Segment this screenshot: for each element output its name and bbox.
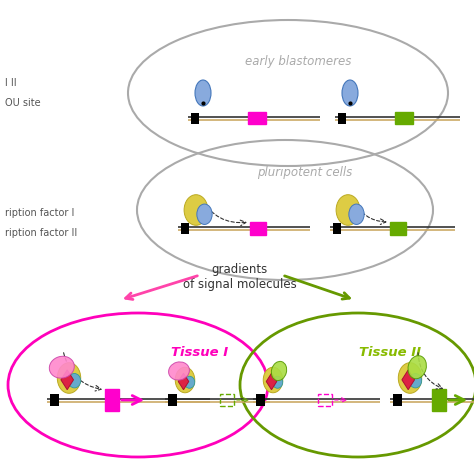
Text: early blastomeres: early blastomeres xyxy=(245,55,351,67)
Text: Tissue II: Tissue II xyxy=(359,346,421,358)
Ellipse shape xyxy=(408,356,427,379)
Ellipse shape xyxy=(195,80,211,106)
Text: ription factor I: ription factor I xyxy=(5,208,74,218)
Polygon shape xyxy=(178,373,189,390)
Ellipse shape xyxy=(409,374,422,388)
Bar xyxy=(220,394,234,406)
Bar xyxy=(338,112,346,124)
Bar xyxy=(432,389,446,411)
Text: gradients
of signal molecules: gradients of signal molecules xyxy=(183,263,297,291)
Text: l II: l II xyxy=(5,78,17,88)
Polygon shape xyxy=(266,373,277,390)
Ellipse shape xyxy=(68,374,81,388)
Text: ription factor II: ription factor II xyxy=(5,228,77,238)
Ellipse shape xyxy=(184,195,208,225)
Bar xyxy=(168,394,177,406)
Ellipse shape xyxy=(342,80,358,106)
Ellipse shape xyxy=(349,204,364,225)
Ellipse shape xyxy=(49,356,74,378)
Ellipse shape xyxy=(175,367,195,393)
Bar xyxy=(105,389,119,411)
Text: OU site: OU site xyxy=(5,98,41,108)
Bar xyxy=(248,112,266,124)
Bar xyxy=(390,221,406,235)
Bar xyxy=(256,394,265,406)
Bar xyxy=(181,222,189,234)
Ellipse shape xyxy=(336,195,360,225)
Ellipse shape xyxy=(263,367,283,393)
Bar xyxy=(250,221,266,235)
Ellipse shape xyxy=(57,363,81,393)
Ellipse shape xyxy=(184,376,195,388)
Ellipse shape xyxy=(169,362,190,380)
Text: Tissue I: Tissue I xyxy=(172,346,228,358)
Ellipse shape xyxy=(271,361,287,381)
Text: pluripotent cells: pluripotent cells xyxy=(257,165,353,179)
Ellipse shape xyxy=(398,363,422,393)
Ellipse shape xyxy=(272,376,283,388)
Ellipse shape xyxy=(197,204,212,225)
Bar xyxy=(318,394,332,406)
Bar xyxy=(333,222,341,234)
Bar xyxy=(191,112,199,124)
Bar xyxy=(50,394,59,406)
Polygon shape xyxy=(402,370,414,390)
Polygon shape xyxy=(61,370,73,390)
Bar xyxy=(395,112,413,124)
Bar xyxy=(393,394,402,406)
